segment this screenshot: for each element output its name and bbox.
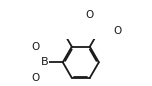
Text: O: O	[32, 73, 40, 83]
Text: B: B	[41, 57, 49, 67]
Text: O: O	[86, 10, 94, 20]
Text: O: O	[32, 42, 40, 52]
Text: O: O	[113, 26, 121, 36]
